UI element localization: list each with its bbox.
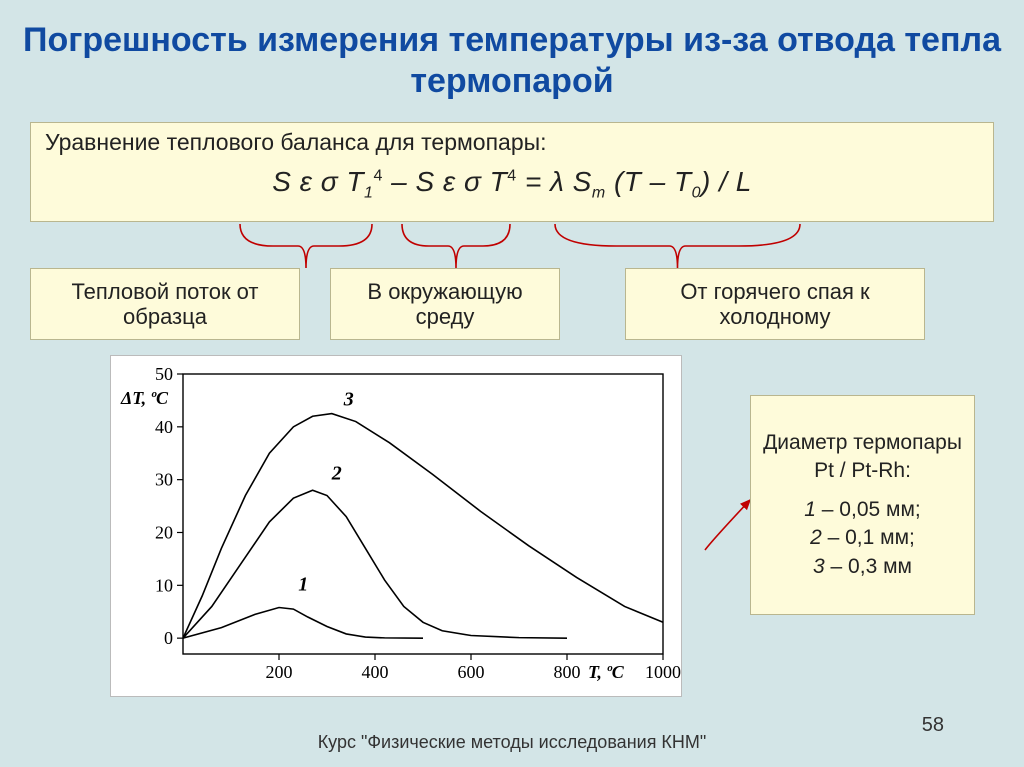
svg-text:200: 200	[266, 662, 293, 682]
svg-text:400: 400	[362, 662, 389, 682]
svg-text:ΔT, ºC: ΔT, ºC	[120, 388, 169, 408]
svg-text:600: 600	[458, 662, 485, 682]
footer-text: Курс "Физические методы исследования КНМ…	[0, 732, 1024, 753]
svg-text:T, ºC: T, ºC	[588, 662, 625, 682]
svg-text:20: 20	[155, 522, 173, 542]
svg-text:0: 0	[164, 628, 173, 648]
legend-items: 1 – 0,05 мм;2 – 0,1 мм;3 – 0,3 мм	[804, 496, 920, 581]
term-label-hot-to-cold: От горячего спая к холодному	[625, 268, 925, 340]
legend-heading: Диаметр термопары Pt / Pt-Rh:	[761, 429, 964, 486]
equation-caption: Уравнение теплового баланса для термопар…	[45, 129, 979, 156]
svg-text:1000: 1000	[645, 662, 681, 682]
svg-text:40: 40	[155, 417, 173, 437]
svg-text:30: 30	[155, 470, 173, 490]
svg-text:1: 1	[298, 574, 308, 596]
equation-box: Уравнение теплового баланса для термопар…	[30, 122, 994, 222]
page-number: 58	[922, 714, 944, 737]
term-label-sample-flux: Тепловой поток от образца	[30, 268, 300, 340]
term-label-environment: В окружающую среду	[330, 268, 560, 340]
slide-title: Погрешность измерения температуры из-за …	[0, 20, 1024, 102]
svg-text:50: 50	[155, 364, 173, 384]
chart-area: 200 400 600 800 1000 0 10 20 30 40 50 T, ºC ΔT, ºC 1 2…	[110, 355, 682, 697]
svg-text:800: 800	[554, 662, 581, 682]
svg-text:2: 2	[331, 463, 342, 485]
equation-formula: S ε σ T14 – S ε σ T4 = λ Sт (T – T0) / L	[45, 166, 979, 203]
svg-text:3: 3	[343, 389, 354, 411]
svg-text:10: 10	[155, 575, 173, 595]
chart-svg: 200 400 600 800 1000 0 10 20 30 40 50 T, ºC ΔT, ºC 1 2…	[111, 356, 681, 696]
legend-box: Диаметр термопары Pt / Pt-Rh: 1 – 0,05 м…	[750, 395, 975, 615]
